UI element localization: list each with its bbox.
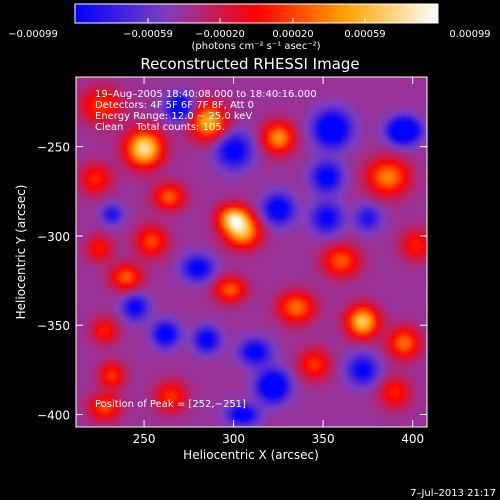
y-axis: −250 −300 −350 −400 Heliocentric Y (arcs… (14, 141, 427, 423)
colorbar-tick-label: −0.00099 (8, 29, 58, 40)
x-axis: 250 300 350 400 Heliocentric X (arcsec) (133, 77, 424, 462)
annotation-detectors: Detectors: 4F 5F 6F 7F 8F, Att 0 (95, 100, 254, 111)
annotations: 19–Aug–2005 18:40:08.000 to 18:40:16.000… (95, 89, 317, 410)
colorbar-tick-label: 0.00099 (449, 29, 490, 40)
y-axis-label: Heliocentric Y (arcsec) (14, 185, 28, 320)
y-tick-label: −350 (37, 319, 70, 333)
x-tick-label: 300 (222, 432, 245, 446)
annotation-clean-counts: Clean Total counts: 105. (95, 122, 225, 133)
colorbar: −0.00099 −0.00059 −0.00020 0.00020 0.000… (8, 3, 491, 52)
colorbar-gradient (74, 3, 439, 24)
y-tick-label: −400 (37, 409, 70, 423)
colorbar-unit-label: (photons cm⁻² s⁻¹ asec⁻²) (191, 41, 320, 52)
timestamp: 7–Jul–2013 21:17 (410, 488, 496, 499)
annotation-peak-position: Position of Peak = [252,−251] (95, 399, 246, 410)
colorbar-tick-label: −0.00020 (195, 29, 245, 40)
x-tick-label: 400 (401, 432, 424, 446)
x-axis-label: Heliocentric X (arcsec) (183, 448, 319, 462)
x-tick-label: 250 (133, 432, 156, 446)
colorbar-tick-label: 0.00020 (272, 29, 313, 40)
colorbar-tick-label: 0.00059 (344, 29, 385, 40)
colorbar-tick-label: −0.00059 (123, 29, 173, 40)
heatmap-image (76, 77, 427, 427)
annotation-time-range: 19–Aug–2005 18:40:08.000 to 18:40:16.000 (95, 89, 317, 100)
colorbar-ticks (74, 18, 439, 23)
y-tick-label: −250 (37, 141, 70, 155)
plot-frame (75, 76, 428, 428)
y-tick-label: −300 (37, 230, 70, 244)
chart-title: Reconstructed RHESSI Image (140, 55, 359, 73)
annotation-energy-range: Energy Range: 12.0 − 25.0 keV (95, 111, 252, 122)
x-tick-label: 350 (312, 432, 335, 446)
